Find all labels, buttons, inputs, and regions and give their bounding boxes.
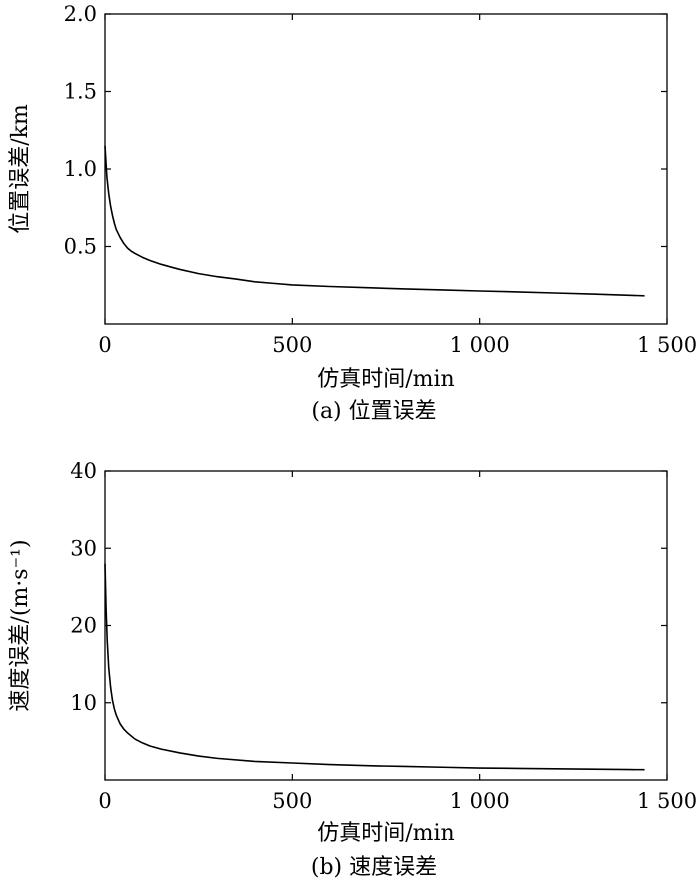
x-tick-label: 500 (272, 789, 312, 813)
plot-frame (104, 13, 668, 325)
x-axis-label: 仿真时间/min (317, 821, 454, 846)
series-line (104, 563, 645, 771)
chart-panel-b: 0 500 1 000 1 500 10 20 30 40 仿真时间/min 速度误差/(m·s⁻… (8, 459, 697, 880)
y-tick-label: 1.5 (64, 80, 97, 104)
y-tick-label: 10 (70, 691, 97, 715)
plot-frame (104, 470, 668, 781)
y-tick-label: 2.0 (64, 2, 97, 26)
x-axis-label: 仿真时间/min (317, 367, 454, 392)
chart-panel-a: 0 500 1 000 1 500 0.5 1.0 1.5 2.0 仿真时间/min 位置误差/k… (8, 2, 697, 424)
y-tick-label: 0.5 (64, 235, 97, 259)
y-tick-label: 40 (70, 459, 97, 483)
y-tick-label: 30 (70, 536, 97, 560)
y-axis-label: 速度误差/(m·s⁻¹) (8, 539, 33, 711)
x-tick-label: 0 (98, 333, 111, 357)
y-axis-label: 位置误差/km (8, 104, 33, 234)
x-tick-label: 1 000 (450, 333, 510, 357)
series-line (104, 145, 645, 297)
x-tick-label: 1 000 (450, 789, 510, 813)
chart-caption: (a) 位置误差 (311, 399, 436, 424)
x-tick-label: 500 (272, 333, 312, 357)
y-tick-label: 1.0 (64, 157, 97, 181)
x-tick-label: 1 500 (637, 333, 697, 357)
y-tick-label: 20 (70, 614, 97, 638)
chart-caption: (b) 速度误差 (311, 855, 437, 880)
x-tick-label: 0 (98, 789, 111, 813)
x-tick-label: 1 500 (637, 789, 697, 813)
